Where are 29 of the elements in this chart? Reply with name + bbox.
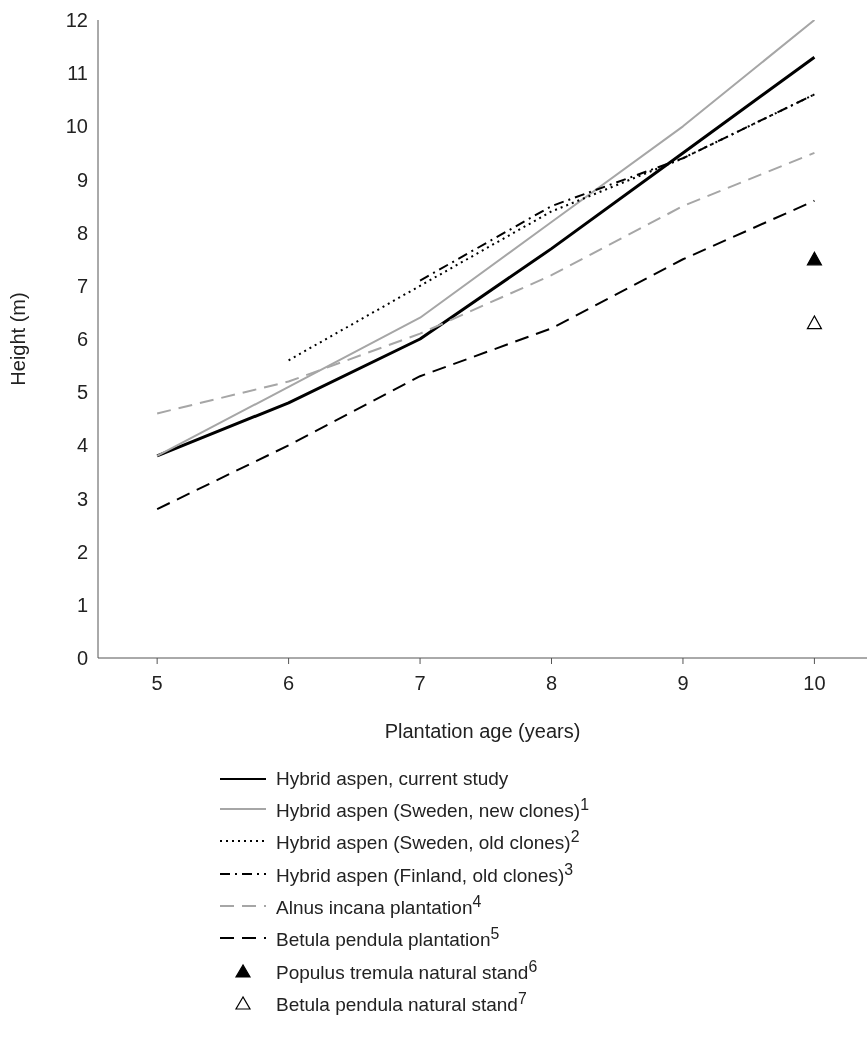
y-tick-label: 8 [76,221,88,244]
x-tick-label: 9 [677,672,689,695]
y-tick-label: 0 [76,647,88,670]
y-axis-title: Height (m) [7,292,30,386]
x-tick-label: 6 [283,672,295,695]
y-tick-label: 6 [76,328,88,351]
legend-label: Hybrid aspen (Finland, old clones)$^{3}$ [276,860,574,887]
x-tick-label: 10 [803,672,826,695]
y-tick-label: 11 [67,62,88,85]
legend-label: Hybrid aspen, current study [276,768,509,790]
y-tick-label: 5 [76,381,88,404]
legend-label: Betula pendula natural stand$^{7}$ [276,989,527,1017]
y-tick-label: 9 [76,168,88,191]
y-tick-label: 7 [76,274,88,297]
legend-label: Hybrid aspen (Sweden, old clones)$^{2}$ [276,828,580,855]
x-axis-title: Plantation age (years) [384,720,581,742]
y-tick-label: 2 [76,540,88,563]
y-tick-label: 3 [76,487,88,510]
x-tick-label: 5 [151,672,163,695]
x-tick-label: 7 [414,672,426,695]
y-tick-label: 10 [65,115,88,138]
legend-label: Alnus incana plantation$^{4}$ [276,892,482,920]
y-tick-label: 4 [76,434,88,457]
legend-label: Hybrid aspen (Sweden, new clones)$^{1}$ [276,796,589,823]
legend-label: Betula pendula plantation$^{5}$ [276,925,500,952]
x-tick-label: 8 [545,672,558,695]
y-tick-label: 12 [65,9,88,32]
legend-label: Populus tremula natural stand$^{6}$ [276,957,538,984]
y-tick-label: 1 [76,593,88,616]
